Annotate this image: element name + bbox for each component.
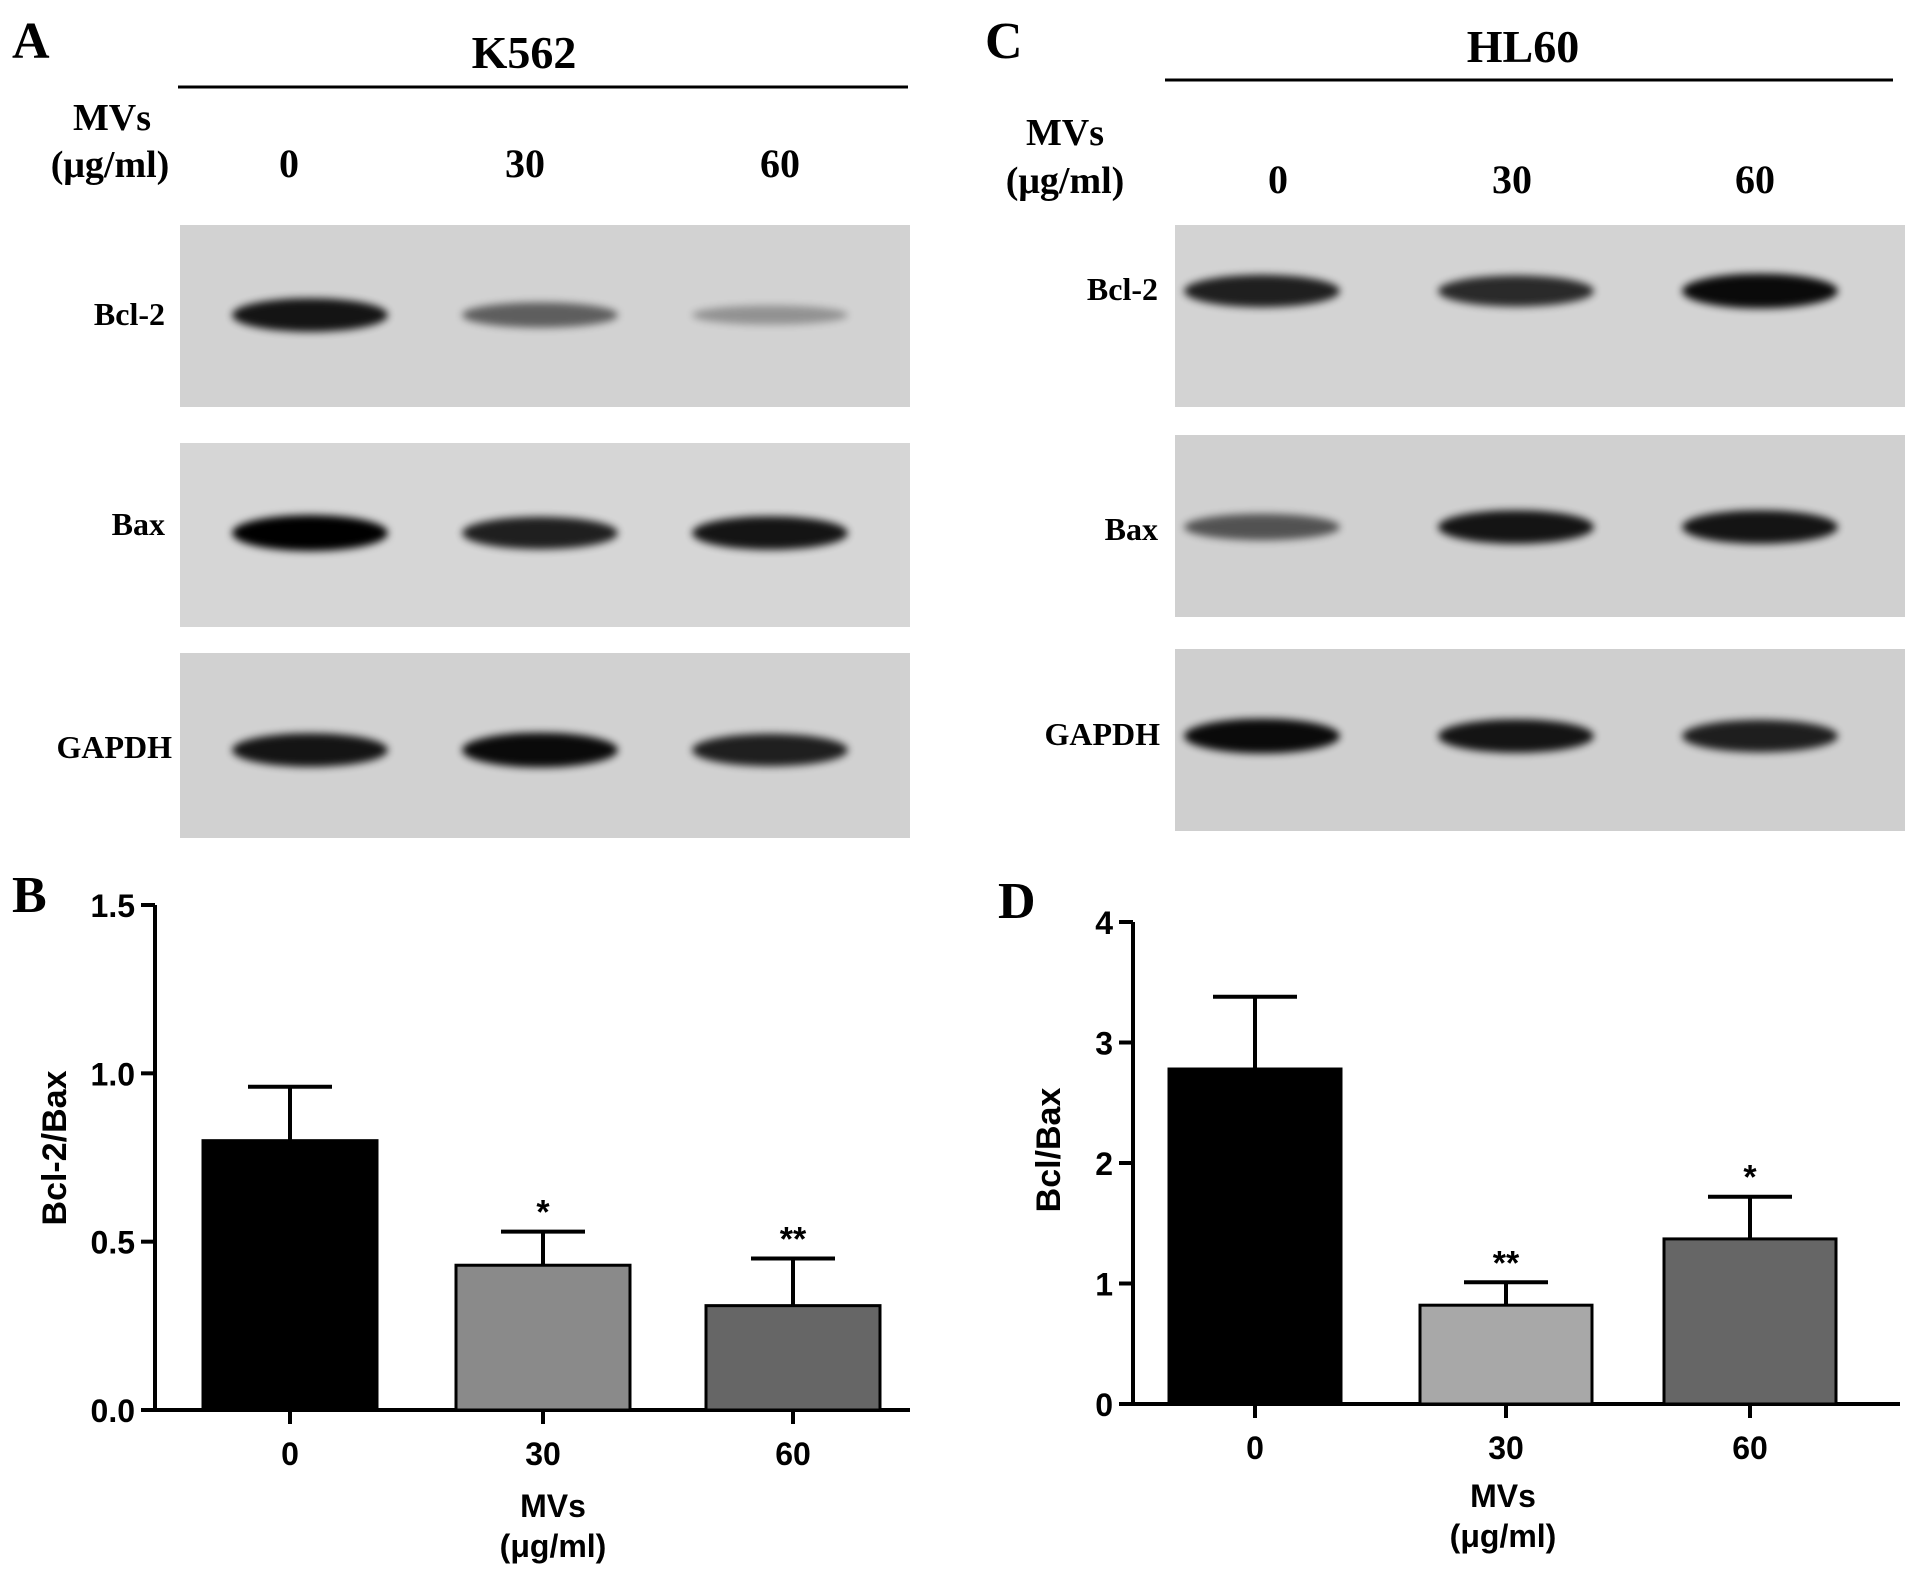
band-a-gapdh-lane-30	[462, 732, 618, 768]
band-c-bax-lane-0	[1184, 513, 1340, 541]
band-c-gapdh-lane-60	[1682, 719, 1838, 753]
panel-c-cell-line: HL60	[1467, 21, 1579, 72]
chart-b-significance-60: **	[780, 1221, 807, 1259]
chart-b-ytick-label: 0.5	[91, 1225, 135, 1261]
panel-a-dose-60: 60	[760, 141, 800, 186]
chart-d-xlabel: MVs	[1470, 1478, 1536, 1514]
chart-d-ytick-label: 2	[1095, 1146, 1113, 1182]
panel-d: D 0 1 2 3 4 0 ** 30 * 60 Bcl/Bax MVs (μg/ml)	[998, 873, 1900, 1554]
panel-c: C HL60 MVs (μg/ml) 0 30 60 Bcl-2 Bax GAP…	[985, 13, 1905, 831]
chart-d-xtick-label: 60	[1732, 1430, 1768, 1466]
chart-b-xlabel: MVs	[520, 1488, 586, 1524]
chart-b-bar-60	[704, 1304, 882, 1412]
chart-b-ytick-label: 0.0	[91, 1393, 135, 1429]
band-c-bcl2-lane-30	[1438, 275, 1594, 307]
chart-d-xtick-label: 30	[1488, 1430, 1524, 1466]
band-a-bcl2-lane-0	[232, 298, 388, 332]
chart-d-ylabel: Bcl/Bax	[1030, 1088, 1068, 1213]
panel-c-units-label: (μg/ml)	[1006, 160, 1125, 202]
panel-c-letter: C	[985, 13, 1023, 70]
band-a-bcl2-lane-30	[462, 302, 618, 328]
blot-a-gapdh-label: GAPDH	[56, 729, 172, 765]
chart-d-bar-30	[1418, 1303, 1594, 1406]
band-a-bcl2-lane-60	[692, 305, 848, 325]
panel-b-letter: B	[12, 867, 47, 924]
band-a-bax-lane-0	[232, 515, 388, 551]
chart-b-xtick-label: 30	[525, 1436, 561, 1472]
chart-d-ytick-label: 0	[1095, 1387, 1113, 1423]
band-c-gapdh-lane-0	[1184, 718, 1340, 754]
panel-c-dose-60: 60	[1735, 157, 1775, 202]
band-a-gapdh-lane-0	[232, 733, 388, 767]
panel-c-mvs-label: MVs	[1026, 112, 1104, 154]
panel-a: A K562 MVs (μg/ml) 0 30 60 Bcl-2 Bax GAP…	[12, 13, 910, 838]
blot-c-bax-label: Bax	[1105, 511, 1158, 547]
chart-b-ylabel: Bcl-2/Bax	[36, 1070, 74, 1225]
blot-a-bax-label: Bax	[112, 506, 165, 542]
chart-d-xtick-label: 0	[1246, 1430, 1264, 1466]
band-c-bcl2-lane-60	[1682, 273, 1838, 309]
chart-b-xtick-label: 60	[775, 1436, 811, 1472]
chart-d-ytick-label: 3	[1095, 1026, 1113, 1062]
panel-a-cell-line: K562	[472, 27, 577, 78]
band-a-bax-lane-30	[462, 516, 618, 550]
panel-b: B 0.0 0.5 1.0 1.5 0 * 30 ** 60 Bcl-2/Bax MVs (μg…	[12, 867, 910, 1564]
panel-a-dose-0: 0	[279, 141, 299, 186]
chart-b-xtick-label: 0	[281, 1436, 299, 1472]
chart-b-bar-30	[454, 1263, 632, 1412]
chart-b-bar-0	[201, 1139, 379, 1412]
blot-a-bands	[232, 298, 848, 768]
panel-a-dose-30: 30	[505, 141, 545, 186]
chart-d-significance-60: *	[1743, 1159, 1757, 1197]
blot-a-bcl2-label: Bcl-2	[94, 296, 165, 332]
band-a-gapdh-lane-60	[692, 733, 848, 767]
blot-c-bcl2-membrane	[1175, 225, 1905, 407]
chart-b-ytick-label: 1.0	[91, 1056, 135, 1092]
panel-d-letter: D	[998, 873, 1036, 930]
chart-b-ytick-label: 1.5	[91, 888, 135, 924]
chart-b-xlabel-units: (μg/ml)	[500, 1528, 607, 1564]
band-c-gapdh-lane-30	[1438, 719, 1594, 753]
panel-a-mvs-label: MVs	[73, 97, 151, 139]
chart-d-significance-30: **	[1493, 1244, 1520, 1282]
blot-c-bands	[1184, 273, 1838, 754]
blot-c-gapdh-label: GAPDH	[1044, 716, 1160, 752]
band-c-bax-lane-30	[1438, 510, 1594, 544]
panel-c-dose-30: 30	[1492, 157, 1532, 202]
panel-a-letter: A	[12, 13, 50, 70]
blot-c-bcl2-label: Bcl-2	[1087, 271, 1158, 307]
band-a-bax-lane-60	[692, 516, 848, 550]
chart-b-significance-30: *	[536, 1194, 550, 1232]
chart-d-xlabel-units: (μg/ml)	[1450, 1518, 1557, 1554]
panel-a-units-label: (μg/ml)	[51, 144, 170, 186]
chart-d-ytick-label: 4	[1095, 905, 1113, 941]
chart-d-ytick-label: 1	[1095, 1267, 1113, 1303]
band-c-bcl2-lane-0	[1184, 274, 1340, 308]
chart-d: 0 1 2 3 4 0 ** 30 * 60	[1095, 905, 1900, 1466]
panel-c-dose-0: 0	[1268, 157, 1288, 202]
band-c-bax-lane-60	[1682, 510, 1838, 544]
chart-b: 0.0 0.5 1.0 1.5 0 * 30 ** 60	[91, 888, 910, 1472]
chart-d-bar-60	[1662, 1237, 1838, 1406]
chart-d-bar-0	[1167, 1067, 1343, 1406]
